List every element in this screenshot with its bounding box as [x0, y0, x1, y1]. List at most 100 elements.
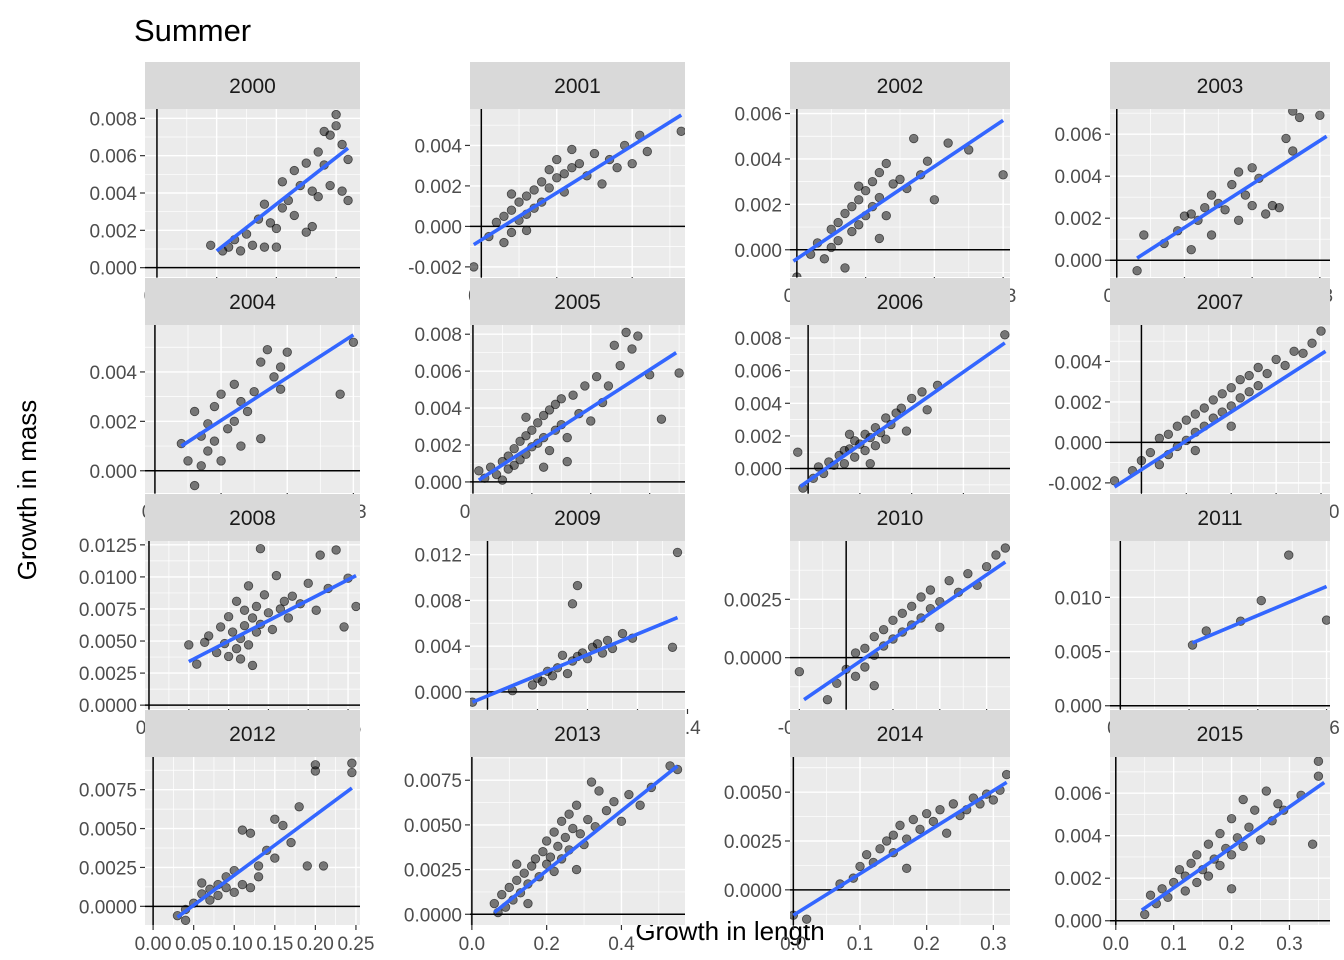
facet-panel: 20060.00.10.20.30.0000.0020.0040.0060.00…	[734, 278, 1010, 523]
data-point	[325, 180, 335, 191]
facet-panel: 2015 0.0 0.1 0.2 0.3 0.000 0.002 0.004 0.006	[1054, 710, 1330, 955]
facet-strip-label: 2014	[877, 723, 924, 746]
data-point	[897, 608, 908, 619]
y-tick-label: 0.004	[734, 394, 782, 415]
data-point	[533, 418, 543, 428]
data-point	[854, 220, 864, 230]
data-point	[860, 445, 870, 456]
data-point	[204, 631, 214, 641]
facet-panel: 20050.00.10.20.30.0000.0020.0040.0060.00…	[414, 278, 685, 523]
data-point	[874, 233, 885, 244]
data-point	[1226, 884, 1237, 894]
data-point	[833, 235, 843, 246]
data-point	[283, 613, 294, 623]
facet-panel: 2013 0.0 0.2 0.4 0.0000 0.0025 0.0050 0.0075	[404, 710, 685, 955]
data-point	[229, 887, 239, 898]
data-point	[586, 416, 596, 426]
x-tick-label: 0.0	[1103, 934, 1129, 955]
data-point	[509, 460, 519, 471]
data-point	[1321, 615, 1330, 625]
data-point	[822, 694, 833, 705]
y-tick-label: 0.002	[414, 177, 462, 198]
data-point	[888, 179, 898, 189]
data-point	[538, 847, 548, 857]
data-point	[601, 805, 612, 816]
data-point	[672, 547, 683, 558]
data-point	[289, 210, 300, 221]
panel-content	[1110, 325, 1330, 493]
data-point	[991, 550, 1001, 560]
facet-strip-label: 2006	[877, 291, 924, 314]
data-point	[1256, 595, 1266, 606]
data-point	[850, 648, 861, 658]
facet-strip	[790, 62, 1010, 109]
data-point	[267, 624, 278, 635]
data-point	[847, 201, 857, 212]
facet-grid: 20000.00.10.20.30.0000.0020.0040.0060.00…	[79, 62, 1340, 955]
data-point	[1262, 368, 1272, 379]
data-point	[237, 879, 248, 890]
y-tick-label: 0.000	[1054, 912, 1102, 933]
panel-background	[790, 541, 1010, 709]
fit-line	[493, 764, 679, 914]
data-point	[205, 895, 215, 905]
data-point	[609, 340, 620, 351]
data-point	[906, 393, 917, 404]
data-point	[1315, 110, 1325, 121]
data-point	[575, 829, 586, 839]
data-point	[591, 371, 602, 382]
data-point	[189, 480, 200, 491]
data-point	[277, 177, 288, 187]
data-point	[515, 436, 525, 447]
data-point	[547, 671, 558, 681]
y-tick-label: 0.006	[414, 362, 462, 383]
panel-background	[1110, 541, 1330, 709]
panel-content	[145, 757, 360, 925]
data-point	[676, 126, 685, 136]
y-tick-label: 0.0000	[79, 897, 137, 918]
data-point	[553, 841, 563, 852]
panel-content	[1110, 757, 1330, 925]
data-point	[209, 436, 220, 446]
data-point	[523, 898, 533, 909]
y-tick-label: 0.004	[89, 363, 137, 384]
data-point	[538, 462, 549, 472]
data-point	[1298, 348, 1308, 359]
data-point	[1273, 799, 1283, 809]
y-tick-label: -0.002	[1048, 474, 1102, 495]
data-point	[331, 545, 341, 555]
data-point	[568, 823, 578, 834]
x-tick-label: 0.00	[135, 934, 172, 955]
data-point	[237, 825, 248, 835]
data-point	[1172, 421, 1183, 431]
data-point	[633, 331, 643, 341]
data-point	[572, 580, 583, 591]
data-point	[331, 109, 341, 120]
data-point	[840, 263, 850, 273]
data-point	[1000, 543, 1010, 553]
data-point	[1233, 215, 1244, 226]
data-point	[270, 814, 280, 824]
data-point	[998, 170, 1008, 180]
y-tick-label: 0.004	[89, 184, 137, 205]
fit-line	[187, 574, 357, 664]
data-point	[896, 403, 906, 413]
data-point	[1190, 445, 1201, 456]
data-point	[247, 240, 258, 250]
data-point	[1000, 330, 1010, 340]
x-tick-label: 0.0	[459, 934, 485, 955]
facet-strip-label: 2002	[877, 75, 924, 98]
data-point	[1253, 362, 1263, 373]
data-point	[282, 347, 292, 357]
facet-strip	[1110, 710, 1330, 757]
data-point	[916, 592, 926, 602]
data-point	[616, 816, 627, 827]
data-point	[521, 431, 531, 441]
data-point	[223, 611, 234, 622]
data-point	[318, 861, 329, 871]
data-point	[347, 758, 357, 768]
data-point	[1307, 338, 1317, 348]
data-point	[826, 242, 836, 253]
data-point	[1238, 841, 1248, 852]
